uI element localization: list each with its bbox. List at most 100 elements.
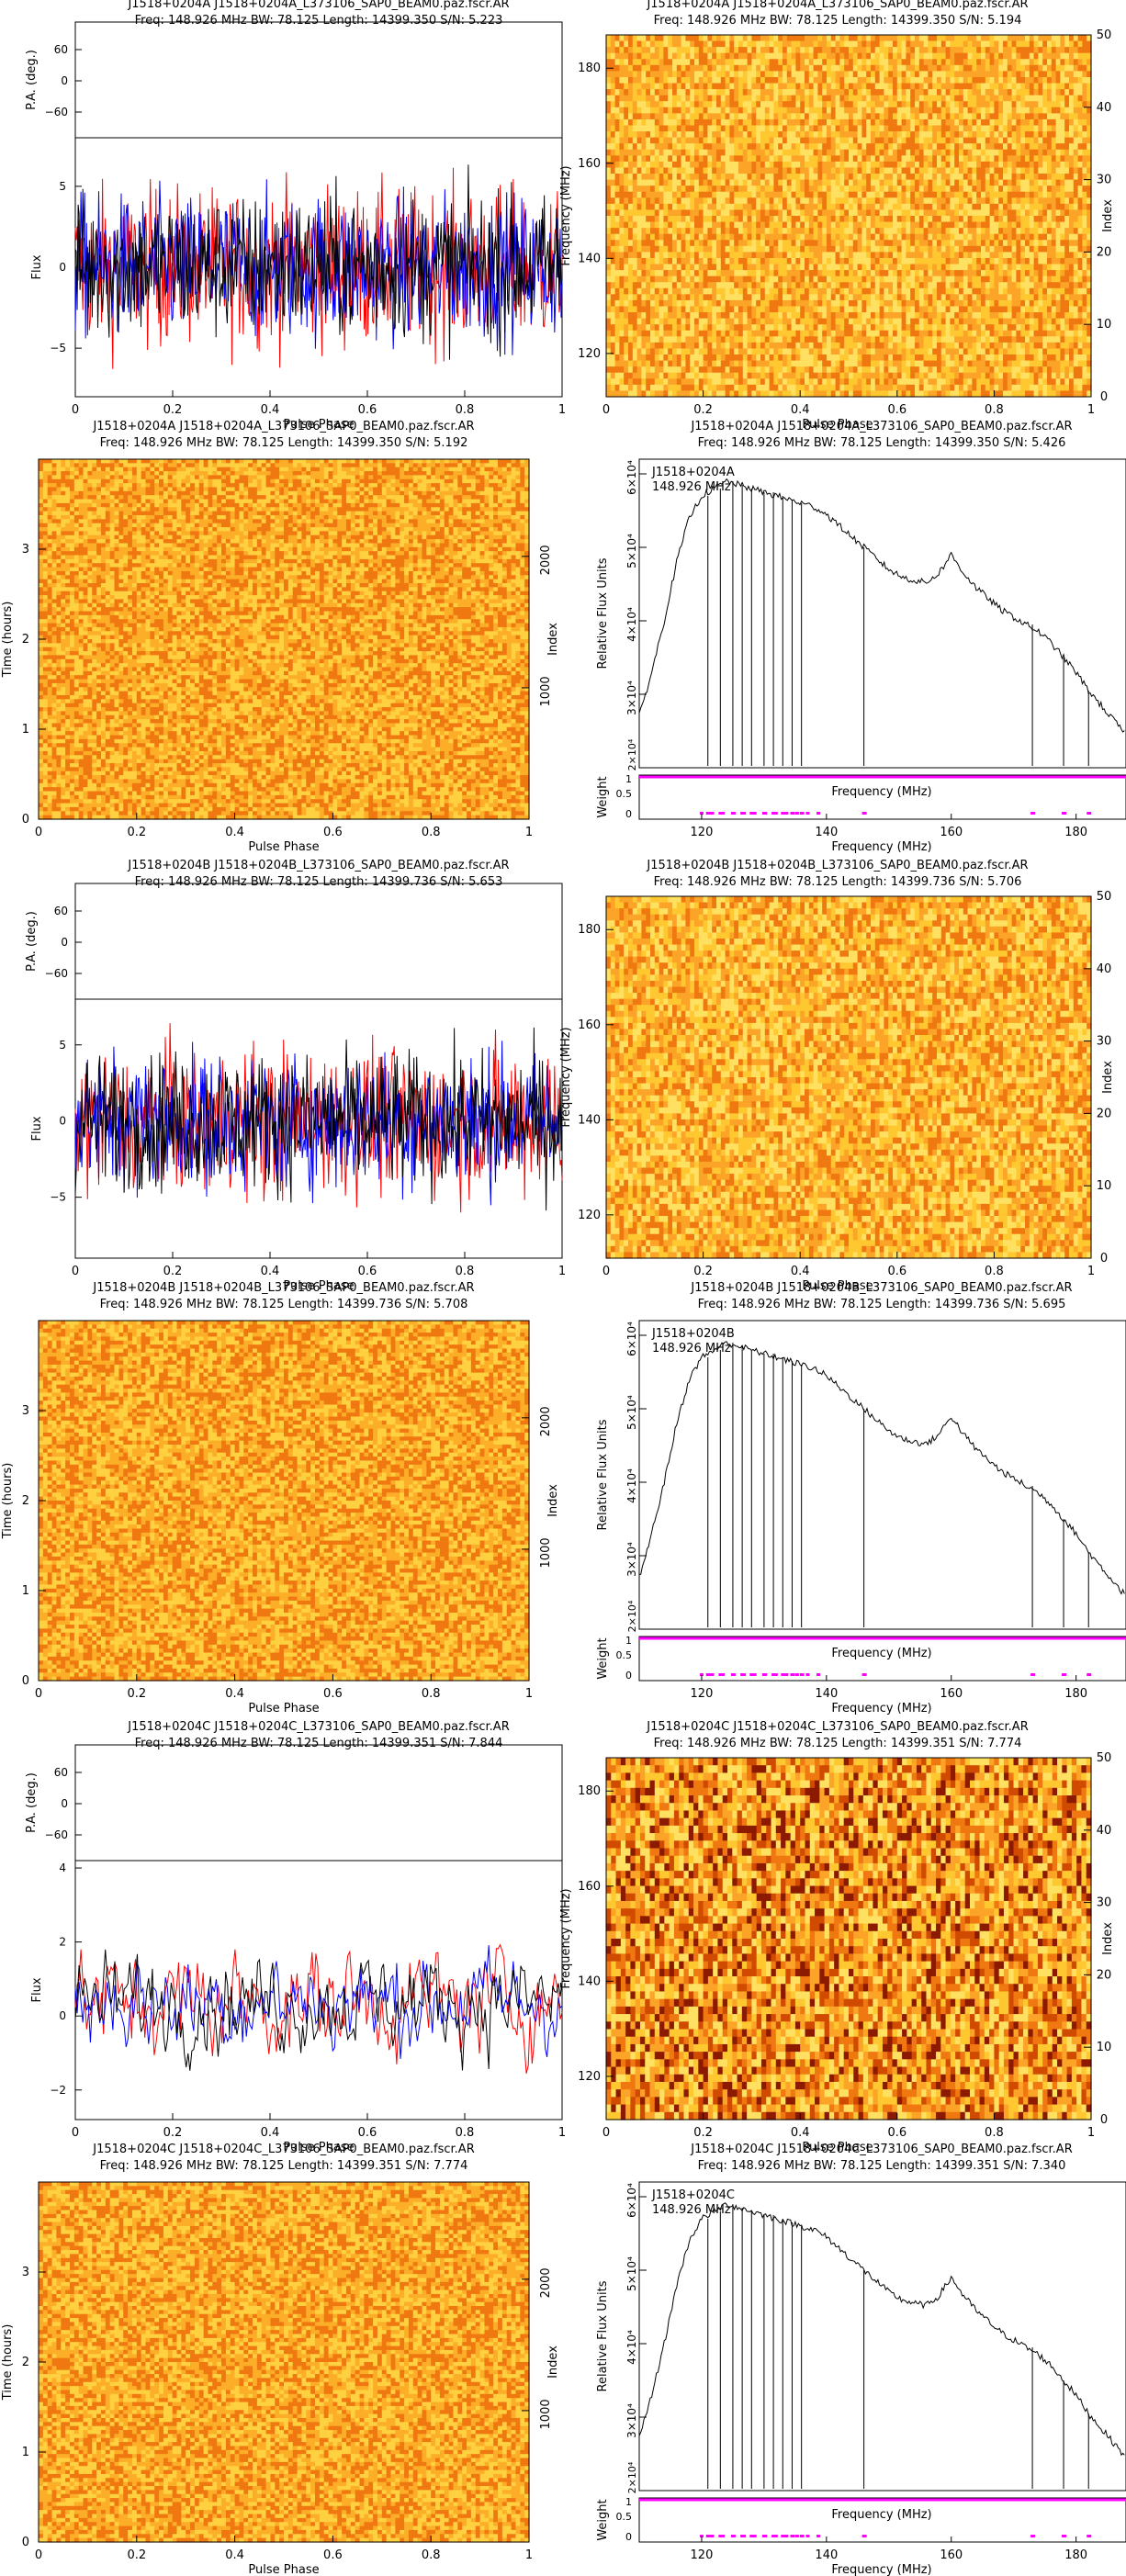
heatmap-cell xyxy=(946,222,951,229)
heatmap-cell xyxy=(1064,131,1069,138)
heatmap-cell xyxy=(1082,77,1087,84)
heatmap-cell xyxy=(694,59,699,65)
heatmap-cell xyxy=(681,131,686,138)
heatmap-cell xyxy=(672,77,677,84)
heatmap-cell xyxy=(1056,65,1061,72)
heatmap-cell xyxy=(871,150,875,156)
heatmap-cell xyxy=(998,101,1003,107)
heatmap-cell xyxy=(858,126,862,132)
heatmap-cell xyxy=(915,209,919,216)
heatmap-cell xyxy=(641,53,646,60)
heatmap-cell xyxy=(880,107,884,114)
heatmap-cell xyxy=(910,222,915,229)
heatmap-cell xyxy=(1034,35,1039,41)
heatmap-cell xyxy=(928,84,932,90)
heatmap-cell xyxy=(839,41,844,48)
heatmap-cell xyxy=(972,113,976,119)
heatmap-cell xyxy=(1064,222,1069,229)
heatmap-cell xyxy=(663,234,668,241)
heatmap-cell xyxy=(756,143,760,150)
heatmap-cell xyxy=(765,113,770,119)
heatmap-cell xyxy=(805,180,809,186)
heatmap-cell xyxy=(699,84,704,90)
heatmap-cell xyxy=(1020,186,1025,192)
heatmap-cell xyxy=(839,143,844,150)
heatmap-cell xyxy=(990,96,995,102)
heatmap-cell xyxy=(707,234,712,241)
heatmap-cell xyxy=(663,222,668,229)
heatmap-cell xyxy=(1056,131,1061,138)
heatmap-cell xyxy=(814,47,818,53)
heatmap-cell xyxy=(946,96,951,102)
heatmap-cell xyxy=(849,113,853,119)
heatmap-cell xyxy=(1052,101,1056,107)
heatmap-cell xyxy=(770,197,774,204)
heatmap-cell xyxy=(831,53,836,60)
heatmap-cell xyxy=(655,150,659,156)
heatmap-cell xyxy=(726,222,730,229)
heatmap-cell xyxy=(897,186,902,192)
heatmap-cell xyxy=(1069,180,1074,186)
heatmap-cell xyxy=(915,47,919,53)
heatmap-cell xyxy=(760,119,765,126)
heatmap-cell xyxy=(685,89,690,96)
heatmap-cell xyxy=(756,119,760,126)
heatmap-cell xyxy=(729,167,734,174)
heatmap-cell xyxy=(897,119,902,126)
heatmap-cell xyxy=(633,209,637,216)
heatmap-cell xyxy=(998,59,1003,65)
heatmap-cell xyxy=(619,204,624,210)
heatmap-cell xyxy=(765,162,770,168)
heatmap-cell xyxy=(839,209,844,216)
heatmap-cell xyxy=(941,47,946,53)
heatmap-cell xyxy=(734,113,738,119)
heatmap-cell xyxy=(1047,113,1052,119)
heatmap-cell xyxy=(817,138,822,144)
heatmap-cell xyxy=(853,101,858,107)
heatmap-cell xyxy=(615,162,620,168)
heatmap-cell xyxy=(672,162,677,168)
heatmap-cell xyxy=(646,180,650,186)
heatmap-cell xyxy=(690,126,694,132)
heatmap-cell xyxy=(990,209,995,216)
heatmap-cell xyxy=(1008,186,1012,192)
heatmap-cell xyxy=(1008,84,1012,90)
heatmap-cell xyxy=(611,101,615,107)
heatmap-cell xyxy=(734,216,738,222)
heatmap-cell xyxy=(681,53,686,60)
heatmap-cell xyxy=(954,138,959,144)
heatmap-cell xyxy=(941,84,946,90)
heatmap-cell xyxy=(704,186,708,192)
heatmap-cell xyxy=(729,107,734,114)
heatmap-cell xyxy=(641,119,646,126)
heatmap-cell xyxy=(946,192,951,198)
heatmap-cell xyxy=(946,204,951,210)
heatmap-cell xyxy=(681,228,686,234)
heatmap-cell xyxy=(783,162,787,168)
heatmap-cell xyxy=(748,197,752,204)
heatmap-cell xyxy=(1056,126,1061,132)
heatmap-cell xyxy=(1030,197,1034,204)
heatmap-cell xyxy=(668,167,672,174)
heatmap-cell xyxy=(861,216,866,222)
heatmap-cell xyxy=(875,143,880,150)
heatmap-cell xyxy=(858,180,862,186)
heatmap-cell xyxy=(770,41,774,48)
heatmap-cell xyxy=(884,131,888,138)
heatmap-cell xyxy=(646,150,650,156)
heatmap-cell xyxy=(888,167,893,174)
heatmap-cell xyxy=(990,192,995,198)
heatmap-cell xyxy=(663,228,668,234)
heatmap-cell xyxy=(1020,35,1025,41)
heatmap-cell xyxy=(954,113,959,119)
heatmap-cell xyxy=(919,107,924,114)
heatmap-cell xyxy=(950,59,954,65)
heatmap-cell xyxy=(871,138,875,144)
heatmap-cell xyxy=(783,150,787,156)
heatmap-cell xyxy=(716,162,721,168)
heatmap-cell xyxy=(756,209,760,216)
heatmap-cell xyxy=(690,143,694,150)
heatmap-cell xyxy=(628,101,633,107)
heatmap-cell xyxy=(699,41,704,48)
heatmap-cell xyxy=(1052,228,1056,234)
